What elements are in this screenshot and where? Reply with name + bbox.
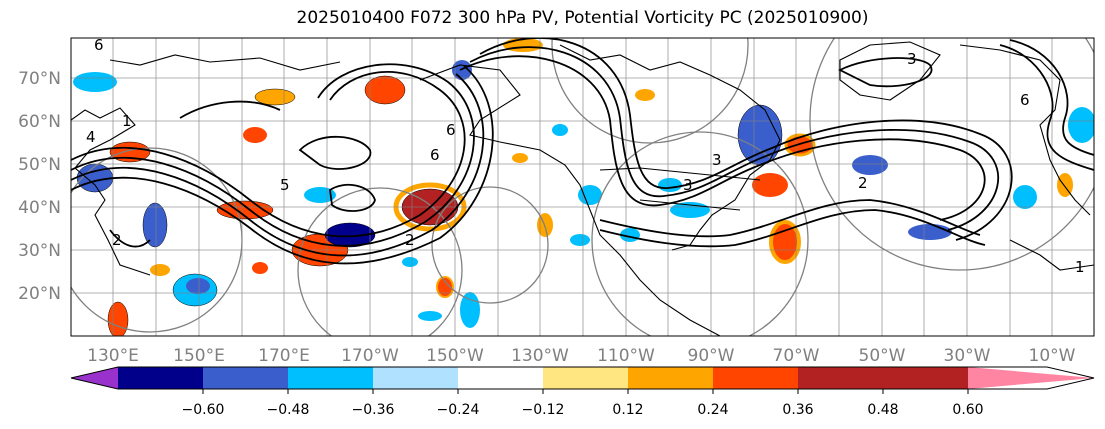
lon-label: 30°W (944, 346, 991, 366)
lon-label: 50°W (859, 346, 906, 366)
map-plot-area (71, 38, 1094, 336)
contour-labels: 6 4 1 2 3 5 6 2 3 3 6 1 2 6 (86, 36, 1085, 276)
contour-label: 6 (446, 121, 456, 139)
contour-label: 2 (405, 231, 415, 249)
lon-label: 70°W (773, 346, 820, 366)
contour-label: 3 (683, 176, 693, 194)
lon-label: 170°W (341, 346, 399, 366)
lon-label: 10°W (1029, 346, 1076, 366)
map-title: 2025010400 F072 300 hPa PV, Potential Vo… (296, 8, 869, 28)
colorbar-tick-label: 0.36 (782, 402, 813, 418)
colorbar-extend-min (71, 367, 118, 389)
latitude-labels: 70°N 60°N 50°N 40°N 30°N 20°N (18, 69, 61, 304)
contour-label: 2 (858, 174, 868, 192)
colorbar-segment (798, 367, 883, 389)
lat-label: 70°N (18, 69, 61, 89)
lat-label: 20°N (18, 284, 61, 304)
lon-label: 110°W (597, 346, 655, 366)
colorbar-segment (373, 367, 458, 389)
colorbar-tick-label: 0.48 (867, 402, 898, 418)
colorbar-segment (713, 367, 798, 389)
colorbar-segment (883, 367, 968, 389)
colorbar-segment (288, 367, 373, 389)
colorbar-tick-label: −0.24 (437, 402, 480, 418)
colorbar-tick-label: 0.24 (697, 402, 728, 418)
map-frame (70, 37, 1095, 337)
contour-label: 3 (907, 50, 917, 68)
contour-label: 1 (1075, 258, 1085, 276)
coastlines (71, 41, 1094, 336)
lon-label: 150°W (426, 346, 484, 366)
longitude-labels: 130°E 150°E 170°E 170°W 150°W 130°W 110°… (87, 346, 1076, 366)
lon-label: 150°E (173, 346, 225, 366)
contour-label: 5 (280, 176, 290, 194)
colorbar-tick-label: −0.48 (267, 402, 310, 418)
colorbar-tick-label: −0.36 (352, 402, 395, 418)
colorbar-segment (118, 367, 203, 389)
lon-label: 130°E (87, 346, 139, 366)
pc-circles (71, 38, 1094, 336)
contour-label: 6 (94, 36, 104, 54)
lat-label: 60°N (18, 112, 61, 132)
contour-label: 6 (1020, 91, 1030, 109)
colorbar-segment (543, 367, 628, 389)
colorbar-tick-label: 0.12 (612, 402, 643, 418)
contour-label: 3 (712, 151, 722, 169)
lon-label: 90°W (688, 346, 735, 366)
colorbar-segment (458, 367, 543, 389)
colorbar-tick-label: −0.60 (182, 402, 225, 418)
lat-label: 50°N (18, 155, 61, 175)
lon-label: 170°E (258, 346, 310, 366)
colorbar: −0.60 −0.48 −0.36 −0.24 −0.12 0.12 0.24 … (70, 366, 1095, 418)
colorbar-segment (203, 367, 288, 389)
lat-label: 30°N (18, 241, 61, 261)
lat-label: 40°N (18, 198, 61, 218)
colorbar-tick-label: −0.12 (522, 402, 565, 418)
lon-label: 130°W (511, 346, 569, 366)
contour-label: 1 (122, 112, 132, 130)
contour-label: 2 (112, 231, 122, 249)
colorbar-tick-label: 0.60 (952, 402, 983, 418)
colorbar-outline (70, 366, 1095, 390)
colorbar-segment (628, 367, 713, 389)
pv-contours (71, 38, 1094, 265)
contour-label: 6 (430, 146, 440, 164)
contour-label: 4 (86, 128, 96, 146)
